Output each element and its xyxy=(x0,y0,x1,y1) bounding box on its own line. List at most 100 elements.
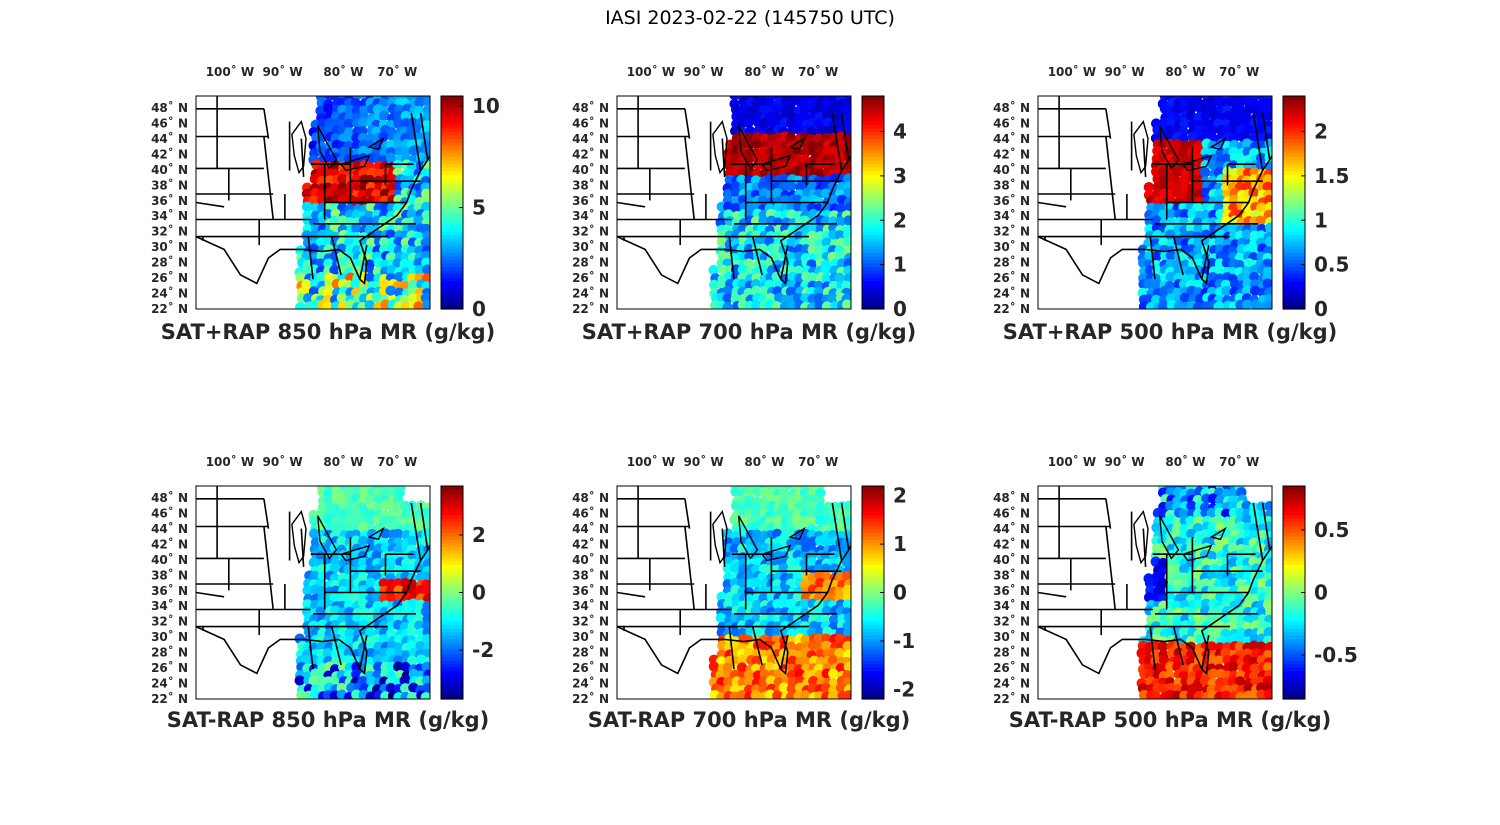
colorbar-segment xyxy=(441,542,463,547)
obs-point xyxy=(357,557,369,568)
colorbar-segment xyxy=(441,152,463,157)
colorbar-segment xyxy=(441,259,463,264)
obs-point xyxy=(344,487,356,498)
colorbar-segment xyxy=(441,163,463,168)
obs-point xyxy=(835,203,846,214)
colorbar-segment xyxy=(1283,606,1305,611)
colorbar-segment xyxy=(1283,188,1305,193)
obs-point xyxy=(1227,542,1239,554)
colorbar-segment xyxy=(1283,560,1305,565)
obs-point xyxy=(393,515,405,526)
lat-tick-label: 44˚ N xyxy=(151,131,188,146)
colorbar-segment xyxy=(862,177,884,182)
obs-point xyxy=(843,237,851,248)
coastline xyxy=(196,545,430,676)
obs-point xyxy=(828,614,840,625)
colorbar-segment xyxy=(441,532,463,537)
colorbar-segment xyxy=(1283,507,1305,512)
state-border xyxy=(780,634,789,670)
obs-point xyxy=(1264,563,1272,574)
obs-point xyxy=(329,160,341,171)
colorbar-segment xyxy=(441,596,463,601)
colorbar-segment xyxy=(862,688,884,693)
obs-point xyxy=(316,641,327,653)
obs-point xyxy=(765,675,777,686)
colorbar-segment xyxy=(441,245,463,250)
colorbar-segment xyxy=(441,209,463,214)
obs-point xyxy=(406,209,418,220)
colorbar-segment xyxy=(862,557,884,562)
colorbar-segment xyxy=(441,159,463,165)
colorbar-segment xyxy=(1283,152,1305,157)
colorbar-tick-label: -1 xyxy=(893,629,915,653)
colorbar-segment xyxy=(1283,195,1305,200)
state-border xyxy=(196,201,225,208)
colorbar-segment xyxy=(441,688,463,693)
obs-point xyxy=(1165,250,1177,261)
obs-point xyxy=(1206,550,1217,562)
lat-tick-label: 46˚ N xyxy=(151,115,188,130)
state-border xyxy=(780,244,789,280)
colorbar-segment xyxy=(441,262,463,267)
obs-point xyxy=(421,210,430,221)
colorbar-frame xyxy=(861,95,885,310)
obs-point xyxy=(814,160,825,172)
lat-tick-label: 38˚ N xyxy=(151,567,188,582)
colorbar-segment xyxy=(1283,617,1305,622)
obs-point xyxy=(843,153,851,164)
lat-tick-label: 26˚ N xyxy=(151,270,188,285)
lat-tick-label: 36˚ N xyxy=(572,583,609,598)
obs-point xyxy=(1171,104,1183,116)
colorbar-segment xyxy=(1283,592,1305,597)
state-border xyxy=(1172,626,1184,666)
obs-point xyxy=(316,271,327,283)
state-border xyxy=(1252,502,1264,561)
colorbar-segment xyxy=(1283,642,1305,647)
obs-point xyxy=(835,662,847,674)
colorbar-segment xyxy=(1283,159,1305,165)
obs-point xyxy=(834,647,845,659)
colorbar-segment xyxy=(862,620,884,626)
colorbar-segment xyxy=(441,120,463,125)
colorbar-segment xyxy=(441,638,463,643)
obs-point xyxy=(323,103,334,114)
colorbar-segment xyxy=(1283,127,1305,133)
state-border xyxy=(307,626,314,670)
colorbar-segment xyxy=(1283,124,1305,129)
colorbar-segment xyxy=(862,578,884,583)
colorbar-segment xyxy=(1283,245,1305,250)
obs-point xyxy=(1206,641,1217,652)
colorbar-segment xyxy=(862,170,884,175)
lat-tick-label: 36˚ N xyxy=(993,193,1030,208)
colorbar-segment xyxy=(1283,525,1305,530)
colorbar-segment xyxy=(441,642,463,647)
lon-tick-label: 100˚ W xyxy=(1048,454,1096,469)
colorbar-segment xyxy=(862,131,884,136)
obs-point xyxy=(358,285,369,296)
colorbar-segment xyxy=(1283,106,1305,111)
colorbar-segment xyxy=(441,117,463,122)
colorbar-segment xyxy=(862,191,884,196)
obs-point xyxy=(835,682,847,693)
obs-point xyxy=(737,654,748,666)
lat-tick-label: 32˚ N xyxy=(151,614,188,629)
colorbar-segment xyxy=(1283,670,1305,675)
lat-tick-label: 38˚ N xyxy=(572,567,609,582)
colorbar-segment xyxy=(1283,138,1305,143)
colorbar-segment xyxy=(862,294,884,299)
colorbar-segment xyxy=(862,110,884,115)
obs-point xyxy=(827,691,838,699)
colorbar-segment xyxy=(862,106,884,111)
lat-tick-label: 32˚ N xyxy=(572,224,609,239)
obs-point xyxy=(751,300,762,309)
colorbar-tick-label: 1 xyxy=(893,253,907,277)
obs-point xyxy=(785,528,797,539)
obs-point xyxy=(385,152,397,163)
coastline xyxy=(196,155,430,286)
obs-point xyxy=(343,118,355,129)
obs-point xyxy=(806,516,818,527)
colorbar-segment xyxy=(862,546,884,551)
lat-tick-label: 36˚ N xyxy=(151,193,188,208)
state-border xyxy=(1105,108,1112,139)
colorbar-segment xyxy=(441,496,463,501)
